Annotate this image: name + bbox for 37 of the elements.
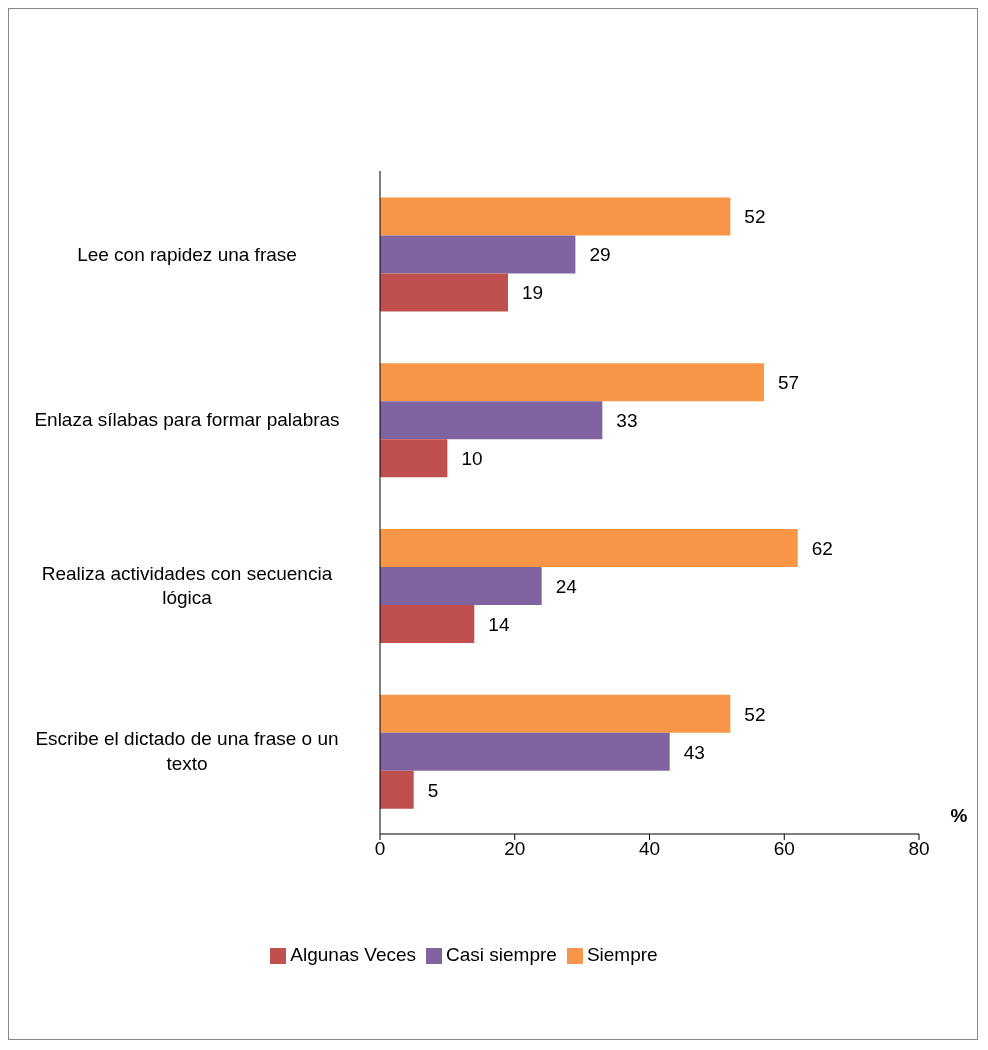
bar bbox=[380, 567, 542, 606]
data-label: 19 bbox=[522, 282, 544, 304]
y-tick-label: Realiza actividades con secuencia lógica bbox=[41, 562, 333, 609]
bar bbox=[380, 694, 731, 733]
data-label: 43 bbox=[683, 741, 705, 763]
x-tick-label: 80 bbox=[908, 838, 930, 860]
bar bbox=[380, 235, 576, 274]
bar bbox=[380, 363, 765, 402]
legend-label: Algunas Veces bbox=[290, 944, 417, 965]
data-label: 52 bbox=[744, 206, 766, 228]
data-label: 10 bbox=[461, 448, 483, 470]
bar bbox=[380, 401, 603, 440]
data-label: 52 bbox=[744, 703, 766, 725]
bar bbox=[380, 732, 670, 771]
bar bbox=[380, 197, 731, 236]
data-label: 14 bbox=[488, 613, 510, 635]
x-tick-label: 60 bbox=[773, 838, 795, 860]
y-tick-label: Enlaza sílabas para formar palabras bbox=[34, 409, 340, 431]
data-label: 57 bbox=[778, 372, 800, 394]
bar bbox=[380, 770, 414, 809]
data-label: 33 bbox=[616, 410, 638, 432]
x-tick-label: 40 bbox=[638, 838, 661, 860]
bar bbox=[380, 439, 448, 478]
bar bbox=[380, 605, 475, 644]
y-tick-label: Lee con rapidez una frase bbox=[77, 243, 297, 265]
x-tick-label: 20 bbox=[504, 838, 526, 860]
data-label: 24 bbox=[555, 575, 578, 597]
legend-label: Casi siempre bbox=[446, 944, 557, 965]
x-tick-label: 0 bbox=[374, 838, 386, 860]
data-label: 62 bbox=[811, 537, 833, 559]
legend-label: Siempre bbox=[586, 944, 658, 965]
bar bbox=[380, 529, 798, 568]
x-axis-title: % bbox=[950, 805, 968, 826]
data-label: 29 bbox=[589, 244, 611, 266]
bar bbox=[380, 273, 509, 312]
y-tick-label: Escribe el dictado de una frase o un texto bbox=[35, 728, 339, 775]
data-label: 5 bbox=[427, 779, 439, 801]
